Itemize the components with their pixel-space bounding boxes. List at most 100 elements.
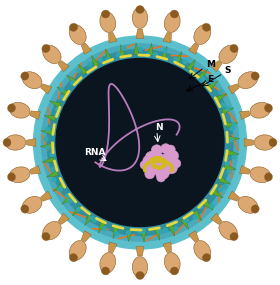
Ellipse shape: [69, 23, 78, 31]
Ellipse shape: [42, 44, 50, 52]
Polygon shape: [219, 177, 231, 184]
Ellipse shape: [219, 45, 237, 64]
Ellipse shape: [251, 72, 259, 80]
Polygon shape: [198, 69, 208, 80]
Ellipse shape: [230, 233, 238, 241]
Polygon shape: [163, 242, 172, 253]
Polygon shape: [30, 111, 40, 119]
Polygon shape: [192, 210, 202, 221]
Ellipse shape: [219, 221, 237, 240]
Circle shape: [219, 90, 223, 94]
Circle shape: [138, 229, 142, 233]
Polygon shape: [40, 143, 52, 149]
Circle shape: [55, 113, 59, 117]
Ellipse shape: [132, 7, 148, 29]
Text: N: N: [155, 123, 163, 132]
Polygon shape: [224, 164, 236, 170]
Ellipse shape: [202, 254, 211, 262]
Polygon shape: [58, 61, 69, 72]
Circle shape: [60, 88, 64, 92]
Ellipse shape: [21, 72, 29, 80]
Ellipse shape: [230, 44, 238, 52]
Polygon shape: [81, 43, 91, 54]
Circle shape: [232, 123, 236, 127]
Ellipse shape: [132, 256, 148, 278]
Circle shape: [41, 44, 239, 241]
Circle shape: [116, 52, 120, 56]
Polygon shape: [203, 200, 213, 210]
Ellipse shape: [202, 23, 211, 31]
Polygon shape: [189, 231, 199, 242]
Circle shape: [155, 165, 170, 180]
Ellipse shape: [9, 102, 30, 118]
Circle shape: [56, 58, 224, 227]
Ellipse shape: [136, 272, 144, 280]
Circle shape: [210, 204, 214, 208]
Circle shape: [68, 199, 72, 203]
Polygon shape: [49, 101, 61, 108]
Polygon shape: [72, 205, 82, 216]
Text: E: E: [207, 75, 213, 84]
Polygon shape: [127, 230, 132, 242]
Polygon shape: [134, 43, 139, 55]
Ellipse shape: [69, 25, 86, 44]
Circle shape: [199, 205, 202, 209]
Ellipse shape: [265, 104, 272, 112]
Polygon shape: [211, 61, 222, 72]
Circle shape: [193, 215, 197, 219]
Circle shape: [127, 231, 130, 235]
Ellipse shape: [100, 253, 116, 273]
Circle shape: [225, 161, 229, 165]
Polygon shape: [228, 84, 239, 94]
Polygon shape: [41, 84, 52, 94]
Polygon shape: [78, 64, 88, 75]
Circle shape: [226, 107, 230, 111]
Circle shape: [56, 107, 60, 111]
Polygon shape: [207, 81, 218, 90]
Polygon shape: [155, 228, 160, 241]
Circle shape: [174, 227, 178, 231]
Ellipse shape: [22, 72, 42, 89]
Circle shape: [151, 145, 162, 156]
Polygon shape: [148, 43, 153, 55]
Circle shape: [174, 57, 178, 61]
Circle shape: [163, 49, 167, 53]
Polygon shape: [168, 224, 175, 236]
Ellipse shape: [194, 25, 211, 44]
Polygon shape: [222, 108, 234, 115]
Circle shape: [115, 232, 118, 236]
Text: M: M: [206, 60, 215, 69]
Polygon shape: [113, 227, 119, 239]
Polygon shape: [57, 87, 68, 96]
Circle shape: [221, 103, 225, 107]
Polygon shape: [41, 191, 52, 201]
Circle shape: [161, 152, 176, 167]
Polygon shape: [240, 111, 250, 119]
Polygon shape: [136, 247, 144, 256]
Polygon shape: [161, 46, 167, 58]
Circle shape: [102, 227, 106, 231]
Text: RNA: RNA: [84, 148, 106, 157]
Ellipse shape: [8, 173, 15, 181]
Polygon shape: [186, 60, 195, 71]
Polygon shape: [30, 166, 40, 174]
Circle shape: [139, 47, 143, 51]
Polygon shape: [108, 242, 117, 253]
Polygon shape: [226, 123, 238, 128]
Circle shape: [51, 168, 55, 172]
Polygon shape: [174, 52, 182, 64]
Circle shape: [153, 53, 157, 57]
Ellipse shape: [69, 254, 78, 262]
Ellipse shape: [250, 167, 271, 183]
Circle shape: [157, 173, 165, 182]
Ellipse shape: [42, 233, 50, 241]
Ellipse shape: [250, 102, 271, 118]
Circle shape: [166, 145, 175, 154]
Circle shape: [145, 169, 155, 179]
Circle shape: [201, 77, 205, 81]
Polygon shape: [91, 55, 99, 67]
Circle shape: [183, 60, 187, 64]
Polygon shape: [105, 49, 112, 61]
Circle shape: [77, 69, 81, 73]
Ellipse shape: [164, 12, 180, 32]
